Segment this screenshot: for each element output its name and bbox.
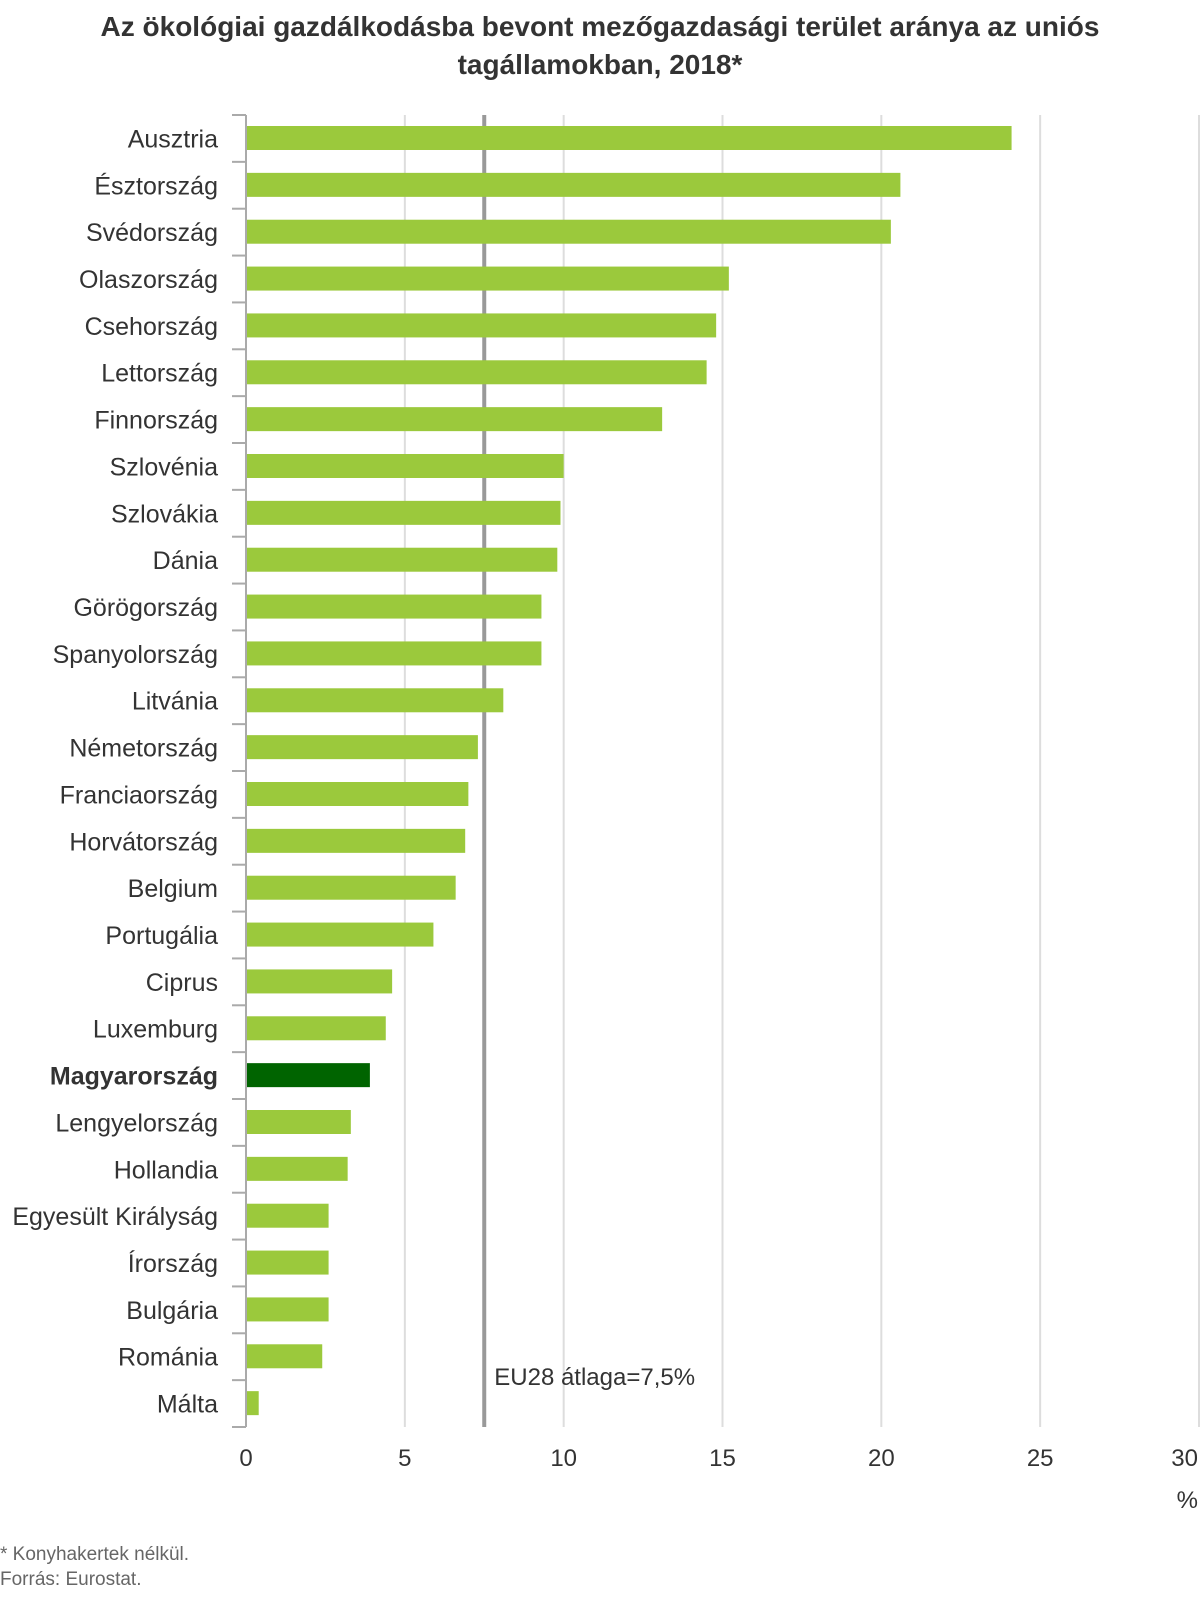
bar — [247, 922, 434, 947]
category-label: Görögország — [73, 594, 218, 622]
gridlines — [403, 115, 1200, 1427]
category-label: Svédország — [86, 219, 218, 247]
category-labels: Ausztria Észtország Svédország Olaszország C… — [12, 125, 218, 1418]
bar — [247, 500, 561, 525]
category-label: Finnország — [94, 407, 218, 435]
bar — [247, 547, 558, 572]
bar — [247, 1203, 329, 1228]
category-label: Írország — [128, 1249, 218, 1278]
category-label: Hollandia — [114, 1156, 218, 1184]
bar — [247, 172, 901, 197]
bar — [247, 126, 1012, 150]
bar — [247, 1016, 386, 1041]
bar — [247, 641, 542, 666]
category-label: Olaszország — [79, 266, 218, 294]
category-label: Lettország — [101, 360, 218, 388]
x-tick-label: 0 — [239, 1445, 252, 1472]
x-tick-label: 30 — [1171, 1445, 1198, 1472]
x-tick-label: 5 — [398, 1445, 411, 1472]
category-label: Belgium — [128, 875, 218, 903]
bar — [247, 1297, 329, 1322]
category-label: Egyesült Királyság — [12, 1203, 218, 1231]
category-label: Litvánia — [132, 688, 218, 716]
bar — [247, 266, 729, 291]
bars — [247, 126, 1012, 1416]
category-label: Észtország — [94, 171, 218, 200]
bar — [247, 1156, 348, 1181]
x-tick-label: 25 — [1027, 1445, 1054, 1472]
bar — [247, 828, 466, 853]
bar — [247, 454, 564, 478]
bar — [247, 735, 478, 760]
category-label: Spanyolország — [53, 641, 218, 669]
source-note: Forrás: Eurostat. — [0, 1569, 142, 1590]
category-label: Bulgária — [126, 1297, 218, 1325]
bar — [247, 688, 504, 713]
footnote: * Konyhakertek nélkül. — [0, 1544, 190, 1565]
category-label: Szlovénia — [110, 453, 218, 481]
category-label: Horvátország — [69, 828, 218, 856]
category-label: Dánia — [153, 547, 218, 575]
category-label: Ausztria — [128, 125, 218, 153]
category-label: Luxemburg — [93, 1016, 218, 1044]
category-label: Románia — [118, 1344, 218, 1372]
bar-chart: EU28 átlaga=7,5% Ausztria Észtország Svédo… — [12, 114, 1200, 1514]
x-tick-label: 15 — [709, 1445, 736, 1472]
category-label: Ciprus — [146, 969, 218, 997]
bar — [247, 594, 542, 619]
bar — [247, 360, 707, 385]
category-label: Csehország — [85, 313, 218, 341]
bar — [247, 313, 717, 338]
reference-line-group: EU28 átlaga=7,5% — [482, 115, 695, 1427]
bar — [247, 782, 469, 806]
bar — [247, 1250, 329, 1275]
axes — [232, 114, 247, 1428]
bar — [247, 1110, 351, 1134]
bar — [247, 407, 663, 432]
category-label: Németország — [69, 735, 218, 763]
x-axis-unit-label: % — [1177, 1487, 1198, 1514]
x-tick-label: 20 — [868, 1445, 895, 1472]
category-label: Szlovákia — [111, 500, 218, 528]
x-tick-labels: 0 5 10 15 20 25 30% — [239, 1445, 1198, 1514]
category-label: Málta — [157, 1391, 218, 1419]
bar — [247, 969, 393, 994]
x-tick-label: 10 — [550, 1445, 577, 1472]
bar — [247, 1391, 259, 1416]
bar — [247, 1344, 323, 1369]
category-label: Portugália — [105, 922, 218, 950]
bar — [247, 875, 456, 900]
category-label: Magyarország — [50, 1063, 218, 1091]
eu-average-label: EU28 átlaga=7,5% — [494, 1364, 695, 1391]
category-label: Lengyelország — [55, 1109, 218, 1137]
category-label: Franciaország — [60, 781, 218, 809]
bar-highlight — [247, 1063, 370, 1088]
chart-title: Az ökológiai gazdálkodásba bevont mezőga… — [100, 11, 1100, 80]
bar — [247, 219, 891, 244]
